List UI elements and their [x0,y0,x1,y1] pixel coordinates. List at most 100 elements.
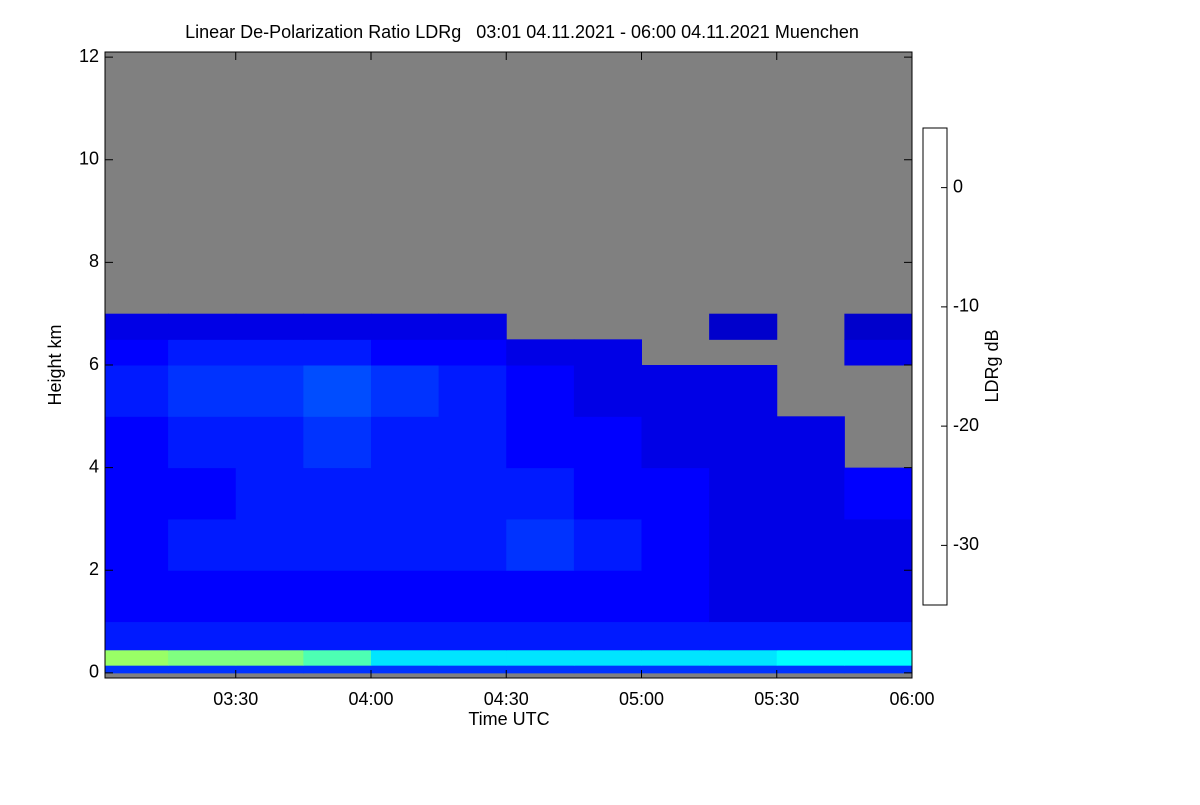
heatmap-cell [105,416,169,469]
heatmap-cell [370,621,440,651]
heatmap-cell [709,416,778,469]
heatmap-cell [776,621,845,651]
heatmap-cell [506,649,575,666]
heatmap-cell [641,518,710,571]
heatmap-cell [438,570,507,623]
y-axis-label: Height km [45,324,65,405]
heatmap-cell [776,570,845,623]
heatmap-cell [168,339,237,366]
heatmap-cell [168,621,237,651]
heatmap-cell [370,365,440,417]
colorbar-label: LDRg dB [982,329,1002,402]
heatmap-cell [168,313,237,340]
heatmap-cell [641,467,710,520]
heatmap-cell [235,570,304,623]
heatmap-cell [235,416,304,469]
heatmap-cell [709,570,778,623]
heatmap-cell [776,649,845,666]
colorbar-tick-label: 0 [953,176,963,196]
heatmap-cell [438,649,507,666]
heatmap-cell [506,518,575,571]
heatmap-cell [235,649,304,666]
heatmap-cell [370,467,440,520]
heatmap-cell [573,416,642,469]
heatmap-cell [303,313,372,340]
heatmap-cell [641,570,710,623]
heatmap-cell [235,365,304,417]
heatmap-cell [438,621,507,651]
heatmap-cell [641,665,710,674]
heatmap-cell [506,416,575,469]
heatmap-cell [573,467,642,520]
plot-area [105,52,913,678]
x-tick-label: 05:30 [754,689,799,709]
heatmap-cell [105,365,169,417]
heatmap-cell [844,665,913,674]
x-tick-label: 04:00 [348,689,393,709]
heatmap-cell [235,313,304,340]
heatmap-cell [641,621,710,651]
heatmap-cell [776,467,845,520]
heatmap-cell [438,467,507,520]
y-tick-label: 12 [79,46,99,66]
heatmap-cell [438,518,507,571]
heatmap-cell [709,365,778,417]
heatmap-cell [303,649,372,666]
heatmap-cell [370,665,440,674]
heatmap-cell [438,416,507,469]
heatmap-cell [641,365,710,417]
heatmap-cell [506,621,575,651]
heatmap-cell [235,621,304,651]
heatmap-cell [438,665,507,674]
heatmap-cell [776,518,845,571]
heatmap-cell [105,665,169,674]
heatmap-cell [506,570,575,623]
y-tick-label: 0 [89,662,99,682]
heatmap-cell [709,467,778,520]
colorbar-tick-label: -20 [953,415,979,435]
y-tick-label: 8 [89,251,99,271]
heatmap-cell [776,416,845,469]
heatmap-cell [370,416,440,469]
heatmap-cell [235,665,304,674]
heatmap-cell [573,365,642,417]
heatmap-cell [844,339,913,366]
heatmap-cell [105,518,169,571]
heatmap-cell [105,313,169,340]
heatmap-cell [105,570,169,623]
heatmap-cell [641,416,710,469]
colorbar-tick-label: -10 [953,296,979,316]
x-tick-label: 04:30 [484,689,529,709]
heatmap-cell [573,665,642,674]
y-tick-label: 10 [79,149,99,169]
heatmap-cell [168,570,237,623]
heatmap-cell [506,365,575,417]
x-axis-label: Time UTC [468,709,549,729]
heatmap-cell [506,467,575,520]
heatmap-cell [303,416,372,469]
heatmap-cell [168,467,237,520]
heatmap-cell [506,665,575,674]
heatmap-cell [506,339,575,366]
heatmap-cell [303,518,372,571]
heatmap-cell [370,649,440,666]
heatmap-cell [168,365,237,417]
y-tick-label: 2 [89,559,99,579]
heatmap-cell [844,649,913,666]
heatmap-cell [370,518,440,571]
heatmap-cell [776,665,845,674]
heatmap-cell [168,649,237,666]
x-tick-label: 05:00 [619,689,664,709]
heatmap-cell [105,467,169,520]
heatmap-cell [844,518,913,571]
heatmap-cell [105,621,169,651]
heatmap-cell [709,518,778,571]
heatmap-cell [370,313,440,340]
heatmap-cell [844,621,913,651]
heatmap-cell [844,467,913,520]
heatmap-cell [641,649,710,666]
x-tick-label: 03:30 [213,689,258,709]
heatmap-cell [573,570,642,623]
y-tick-label: 4 [89,456,99,476]
